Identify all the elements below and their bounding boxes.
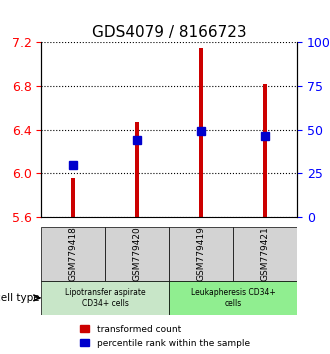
Text: GSM779421: GSM779421 <box>260 226 270 281</box>
Text: Lipotransfer aspirate
CD34+ cells: Lipotransfer aspirate CD34+ cells <box>65 288 146 308</box>
Text: GSM779418: GSM779418 <box>69 226 78 281</box>
FancyBboxPatch shape <box>41 281 169 315</box>
FancyBboxPatch shape <box>41 227 105 281</box>
Text: GSM779419: GSM779419 <box>197 226 206 281</box>
FancyBboxPatch shape <box>233 227 297 281</box>
FancyBboxPatch shape <box>169 227 233 281</box>
Legend: transformed count, percentile rank within the sample: transformed count, percentile rank withi… <box>80 325 250 348</box>
Text: GSM779420: GSM779420 <box>133 226 142 281</box>
FancyBboxPatch shape <box>169 281 297 315</box>
FancyBboxPatch shape <box>105 227 169 281</box>
Text: Leukapheresis CD34+
cells: Leukapheresis CD34+ cells <box>191 288 276 308</box>
Title: GDS4079 / 8166723: GDS4079 / 8166723 <box>92 25 247 40</box>
Bar <box>263 84 267 217</box>
Text: cell type: cell type <box>0 293 40 303</box>
Bar <box>135 122 139 217</box>
Bar <box>199 48 203 217</box>
Bar <box>71 178 75 217</box>
